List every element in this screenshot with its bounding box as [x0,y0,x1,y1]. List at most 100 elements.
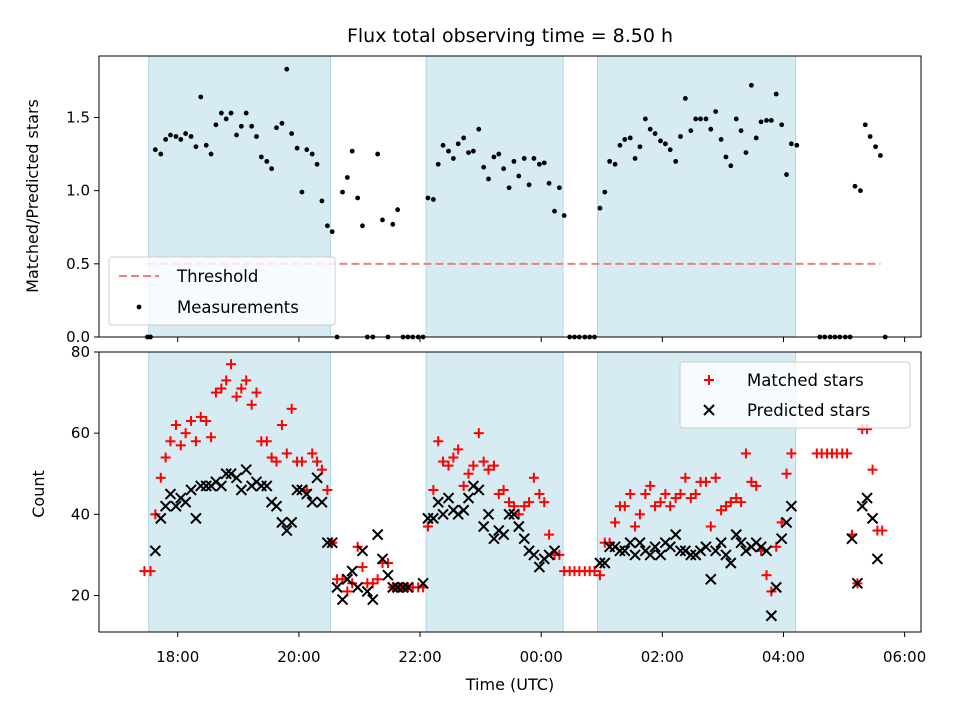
measurement-point [395,207,401,213]
matched-star-point [700,476,711,487]
matched-star-point [680,472,691,483]
measurement-point [491,154,497,160]
predicted-star-point [513,520,525,533]
measurement-point [627,135,633,141]
measurement-point [430,197,436,202]
predicted-star-point [775,532,788,545]
predicted-star-point [371,528,384,541]
legend-measurements-swatch [136,304,142,310]
measurement-point [652,131,658,136]
predicted-star-point [871,553,884,565]
predicted-star-point [261,480,273,492]
x-tick-label: 06:00 [883,648,926,666]
measurement-point [617,142,623,148]
predicted-star-point [866,512,879,525]
measurement-point [688,128,694,134]
predicted-star-point [179,496,192,508]
matched-star-point [231,391,242,402]
measurement-point [682,96,688,101]
predicted-star-point [417,577,429,590]
matched-star-point [655,497,666,508]
predicted-star-point [316,496,328,508]
top-x-ticks [177,337,906,342]
matched-star-point [675,489,686,500]
predicted-star-point [457,504,470,516]
predicted-star-point [321,537,334,549]
matched-star-point [241,375,252,386]
predicted-star-point [170,500,182,512]
top-interval-2 [425,55,564,338]
measurement-point [758,119,764,125]
measurement-point [718,137,724,142]
matched-star-point [544,529,555,540]
predicted-star-point [402,581,414,594]
x-axis-label: Time (UTC) [465,675,554,694]
matched-star-point [312,456,323,467]
matched-star-point [458,480,469,491]
measurement-point [274,125,279,131]
predicted-star-point [619,545,631,557]
x-tick-label: 20:00 [277,648,320,666]
predicted-stars-series [149,463,884,622]
measurements-series [145,66,888,340]
matched-star-point [630,521,641,532]
measurement-point [324,223,330,229]
measurement-point [501,166,507,172]
predicted-star-point [720,549,732,561]
measurement-point [264,158,270,164]
matched-star-point [710,472,721,483]
matched-star-point [236,383,247,394]
predicted-star-point [725,557,737,569]
measurement-point [481,164,487,170]
predicted-star-point [215,480,228,492]
matched-star-point [337,574,348,585]
matched-star-point [634,509,645,520]
matched-star-point [357,562,368,573]
predicted-star-point [346,565,358,577]
measurement-point [753,135,759,141]
predicted-star-point [281,524,293,537]
predicted-star-point [356,545,369,557]
measurement-point [476,126,482,132]
measurement-point [284,66,290,72]
matched-star-point [155,472,166,483]
predicted-star-point [387,581,399,594]
measurement-point [673,158,679,164]
matched-star-point [660,489,671,500]
measurement-point [319,198,325,204]
measurement-point [773,91,779,97]
predicted-star-point [669,528,682,541]
predicted-star-point [685,549,697,561]
predicted-star-point [488,532,500,545]
predicted-star-point [599,557,611,569]
measurement-point [531,156,537,161]
top-panel: 0.0 0.5 1.0 1.5 Matched/Predicted stars Thr… [23,55,922,346]
predicted-star-point [508,508,520,521]
predicted-star-point [367,593,379,606]
predicted-star-point [376,553,389,565]
predicted-star-point [351,581,364,594]
predicted-star-point [190,512,202,525]
matched-star-point [740,448,751,459]
matched-star-point [610,517,621,528]
matched-star-point [867,464,878,475]
predicted-star-point [301,488,313,500]
predicted-star-point [235,484,248,496]
measurement-point [607,158,613,164]
measurement-point [213,122,219,128]
measurement-point [249,123,255,129]
measurement-point [340,189,345,195]
matched-star-point [251,387,262,398]
measurement-point [279,120,285,126]
measurement-point [779,122,785,128]
measurement-point [602,189,608,195]
matched-star-point [145,566,156,577]
measurement-point [597,205,603,211]
matched-star-point [498,484,509,495]
matched-star-point [877,525,888,536]
measurement-point [693,116,699,122]
matched-star-point [619,501,630,512]
measurement-point [178,137,184,142]
matched-star-point [725,497,736,508]
